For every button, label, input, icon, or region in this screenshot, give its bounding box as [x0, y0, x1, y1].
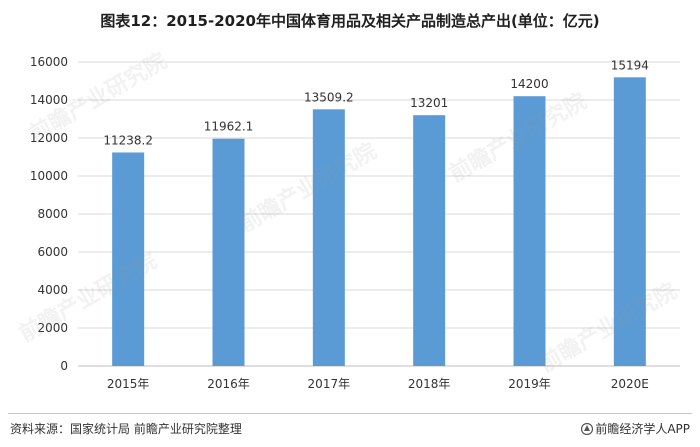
bar	[112, 152, 145, 366]
source-note: 资料来源：国家统计局 前瞻产业研究院整理	[10, 422, 242, 436]
data-label: 11962.1	[204, 120, 254, 134]
bar-chart: 0 2000 4000 6000 8000 10000 12000 14000 16000 112…	[30, 55, 680, 391]
y-tick-label: 8000	[37, 207, 68, 221]
brand-logo-icon	[581, 423, 594, 435]
y-tick-label: 10000	[30, 169, 68, 183]
x-tick-label: 2016年	[207, 377, 250, 391]
bar	[513, 96, 546, 366]
bar	[613, 77, 646, 367]
data-label: 15194	[611, 58, 649, 72]
bar	[413, 115, 446, 366]
data-label: 14200	[510, 77, 548, 91]
y-tick-label: 14000	[30, 93, 68, 107]
footer-divider	[8, 413, 692, 414]
x-tick-label: 2018年	[408, 377, 451, 391]
brand-label: 前瞻经济学人APP	[595, 422, 690, 436]
x-tick-label: 2015年	[107, 377, 150, 391]
data-label: 13509.2	[304, 90, 354, 104]
y-tick-label: 12000	[30, 131, 68, 145]
x-tick-label: 2017年	[308, 377, 351, 391]
x-tick-label: 2019年	[508, 377, 551, 391]
chart-title: 图表12：2015-2020年中国体育用品及相关产品制造总产出(单位：亿元)	[100, 12, 600, 30]
x-tick-label: 2020E	[611, 377, 649, 391]
bar	[312, 109, 345, 367]
data-label: 11238.2	[103, 133, 153, 147]
y-tick-label: 16000	[30, 55, 68, 69]
data-label: 13201	[410, 96, 448, 110]
y-tick-label: 4000	[37, 283, 68, 297]
bar	[212, 138, 245, 366]
brand-credit: 前瞻经济学人APP	[581, 420, 690, 437]
y-tick-label: 2000	[37, 321, 68, 335]
y-tick-label: 6000	[37, 245, 68, 259]
y-tick-label: 0	[60, 359, 68, 373]
